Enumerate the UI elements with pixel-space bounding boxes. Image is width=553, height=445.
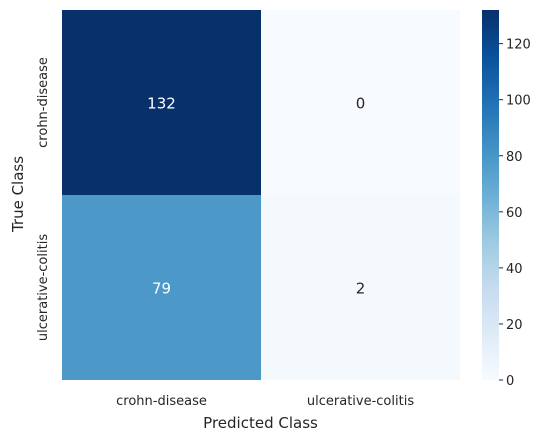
heatmap-cell-0-1 [261,10,460,195]
cell-value-0-0: 132 [147,95,176,113]
cell-value-1-0: 79 [152,280,171,298]
colorbar-tick-label: 40 [506,262,523,277]
x-axis-label: Predicted Class [203,414,318,432]
x-tick-label-ulcerative-colitis: ulcerative-colitis [307,394,414,409]
colorbar-tick-label: 120 [506,38,531,53]
colorbar-ticks: 0 20 40 60 80 100 120 [499,38,531,389]
colorbar-tick-label: 0 [506,374,514,389]
heatmap-cell-1-0 [62,195,261,380]
x-tick-label-crohn-disease: crohn-disease [116,394,207,409]
heatmap-cell-1-1 [261,195,460,380]
colorbar-tick-label: 60 [506,206,523,221]
y-tick-label-crohn-disease: crohn-disease [36,57,51,148]
y-tick-label-ulcerative-colitis: ulcerative-colitis [36,234,51,341]
colorbar-tick-label: 20 [506,318,523,333]
y-axis-label: True Class [9,156,27,233]
colorbar [482,10,499,380]
cell-annotations: 132 0 79 2 [147,95,365,298]
cell-value-0-1: 0 [356,95,366,113]
x-axis-ticks: crohn-disease ulcerative-colitis [116,394,414,409]
colorbar-tick-label: 100 [506,94,531,109]
heatmap-cells [62,10,460,380]
colorbar-tick-label: 80 [506,150,523,165]
cell-value-1-1: 2 [356,280,366,298]
heatmap-cell-0-0 [62,10,261,195]
y-axis-ticks: crohn-disease ulcerative-colitis [36,57,51,341]
